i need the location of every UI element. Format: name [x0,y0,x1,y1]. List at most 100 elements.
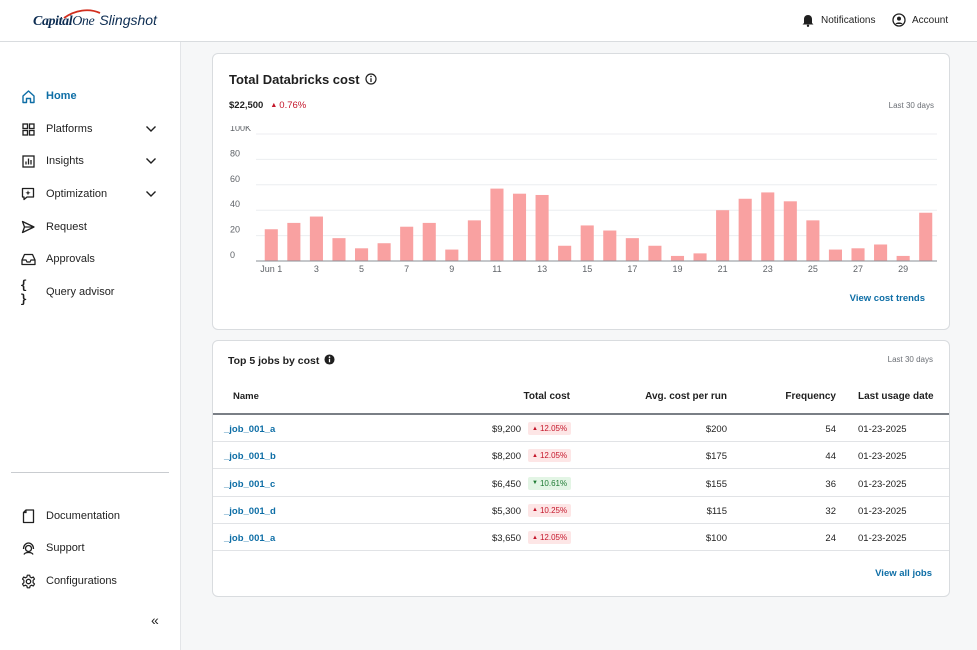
chart-bar[interactable] [670,255,685,261]
job-last-usage-date: 01-23-2025 [858,424,907,435]
chart-bar[interactable] [355,248,369,261]
job-last-usage-date: 01-23-2025 [858,533,907,545]
col-header-total-cost[interactable]: Total cost [523,391,570,402]
chart-bar[interactable] [287,222,301,261]
view-all-jobs-link[interactable]: View all jobs [875,568,932,579]
table-row[interactable]: _job_001_a $9,200 ▲ 12.05% $200 54 01-23-2025 [213,415,949,442]
table-row[interactable]: _job_001_b $8,200 ▲ 12.05% $175 44 01-23-2025 [213,442,949,470]
chart-bar[interactable] [512,193,527,261]
col-header-frequency[interactable]: Frequency [785,391,836,402]
top-header: Capital One Slingshot Notifications Acco… [0,0,977,42]
col-header-avg-cost[interactable]: Avg. cost per run [645,391,727,402]
job-name-link[interactable]: _job_001_b [224,451,276,463]
info-icon[interactable] [365,73,377,85]
capital-one-slingshot-logo[interactable]: Capital One Slingshot [33,9,157,32]
chart-bar[interactable] [761,192,775,261]
chart-bar[interactable] [264,229,278,261]
chart-bar[interactable] [783,201,797,261]
brand-capital: Capital [33,14,73,29]
jobs-card-title: Top 5 jobs by cost [228,354,335,367]
sidebar: Home Platforms Insights Optimization Req… [0,42,181,650]
view-cost-trends-link[interactable]: View cost trends [849,293,925,304]
send-icon [20,219,36,235]
job-total-cost: $8,200 [491,451,521,463]
chart-bar[interactable] [896,255,910,261]
jobs-card-title-text: Top 5 jobs by cost [228,355,320,367]
inbox-icon [20,251,36,267]
chart-bar[interactable] [535,194,549,261]
chart-bar[interactable] [693,253,707,261]
info-icon[interactable] [324,354,335,365]
sidebar-item-home[interactable]: Home [20,87,165,105]
job-name-link[interactable]: _job_001_d [224,505,276,517]
change-value: 12.05% [539,533,568,543]
x-tick-label: 3 [314,264,319,274]
sidebar-item-label: Home [46,90,77,102]
sidebar-item-support[interactable]: Support [20,539,165,557]
chart-bar[interactable] [648,245,662,261]
document-icon [20,508,36,524]
chart-bar[interactable] [851,248,865,261]
sidebar-item-optimization[interactable]: Optimization [20,185,165,203]
table-row[interactable]: _job_001_c $6,450 ▼ 10.61% $155 36 01-23-2025 [213,470,949,497]
home-icon [20,88,36,104]
chevron-down-icon[interactable] [145,123,157,135]
chart-bar[interactable] [806,220,820,261]
col-header-name[interactable]: Name [233,391,259,402]
chart-bar[interactable] [919,212,933,261]
job-name-link[interactable]: _job_001_a [224,424,276,435]
table-row[interactable]: _job_001_a $3,650 ▲ 12.05% $100 24 01-23-2025 [213,524,949,552]
chevron-down-icon[interactable] [145,188,157,200]
chart-bar[interactable] [558,245,572,261]
chart-bar[interactable] [422,222,436,261]
y-tick-label: 0 [230,250,235,260]
col-header-last-usage[interactable]: Last usage date [858,391,934,402]
sidebar-item-request[interactable]: Request [20,218,165,236]
job-total-cost: $5,300 [491,505,521,517]
notifications-button[interactable]: Notifications [801,11,875,29]
table-row[interactable]: _job_001_d $5,300 ▲ 10.25% $115 32 01-23-2025 [213,497,949,524]
grid-icon [20,121,36,137]
collapse-sidebar-button[interactable]: « [151,612,159,628]
chart-bar[interactable] [603,230,617,261]
chart-bar[interactable] [400,226,414,261]
sidebar-item-label: Configurations [46,575,117,587]
job-name-link[interactable]: _job_001_c [224,478,276,490]
chart-bar[interactable] [332,238,346,261]
sidebar-item-documentation[interactable]: Documentation [20,507,165,525]
job-last-usage-date: 01-23-2025 [858,451,907,463]
job-frequency: 36 [825,478,836,490]
chart-bar[interactable] [467,220,481,261]
cost-total: $22,500 [229,100,264,111]
sidebar-item-query-advisor[interactable]: { } Query advisor [20,278,165,306]
chart-bar[interactable] [828,249,842,261]
chart-bar[interactable] [874,244,888,261]
sidebar-item-platforms[interactable]: Platforms [20,120,165,138]
sidebar-item-configurations[interactable]: Configurations [20,572,165,590]
chart-bar[interactable] [580,225,594,261]
x-tick-label: 21 [718,264,728,274]
chart-bar[interactable] [625,238,639,261]
x-tick-label: 7 [404,264,409,274]
job-avg-cost: $200 [705,424,727,435]
account-button[interactable]: Account [892,11,948,29]
job-total-cost: $3,650 [491,533,521,545]
y-tick-label: 100K [230,126,251,133]
trend-up-icon: ▲ [270,102,278,109]
change-value: 12.05% [539,424,568,433]
chevron-down-icon[interactable] [145,155,157,167]
job-name-link[interactable]: _job_001_a [224,533,276,545]
chart-bar[interactable] [490,188,504,261]
chart-bar[interactable] [716,210,730,261]
x-tick-label: 15 [582,264,592,274]
chart-bar[interactable] [445,249,459,261]
sidebar-item-approvals[interactable]: Approvals [20,250,165,268]
trend-up-icon: ▲ [532,534,538,541]
chart-bar[interactable] [377,243,391,261]
change-value: 10.25% [539,505,568,515]
chart-bar[interactable] [738,198,752,261]
y-tick-label: 80 [230,148,240,158]
chart-bar[interactable] [309,216,323,261]
sidebar-item-insights[interactable]: Insights [20,152,165,170]
sidebar-item-label: Platforms [46,123,93,135]
